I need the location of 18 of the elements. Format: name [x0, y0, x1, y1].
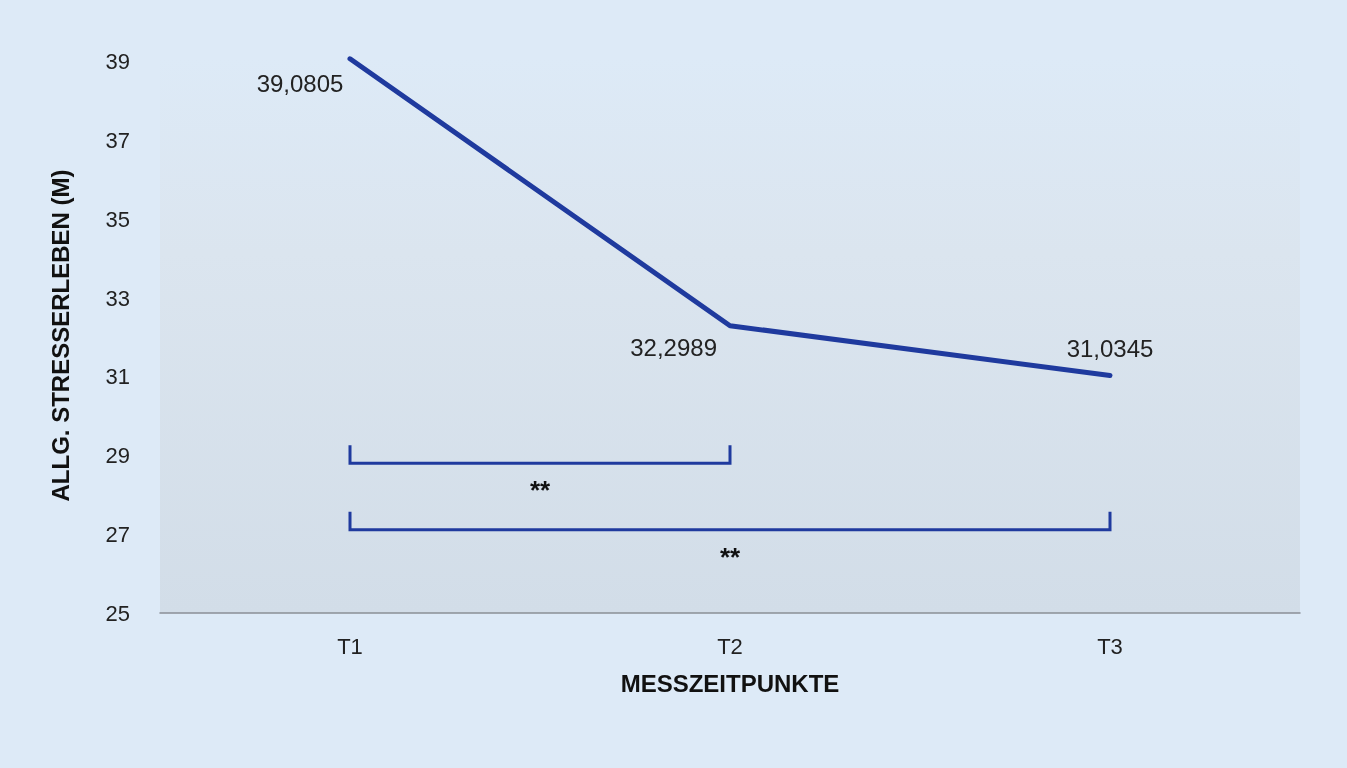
y-tick-label: 31 [105, 364, 130, 390]
y-tick-label: 25 [105, 600, 130, 626]
y-tick-label: 33 [105, 285, 130, 311]
y-tick-label: 27 [105, 521, 130, 547]
x-axis-title: MESSZEITPUNKTE [620, 669, 840, 697]
y-tick-label: 39 [105, 49, 130, 75]
annotation: ** [719, 541, 741, 573]
data-label: 32,2989 [630, 334, 717, 362]
x-tick-label: T2 [717, 633, 743, 659]
y-tick-label: 37 [105, 128, 130, 154]
y-tick-label: 29 [105, 443, 130, 469]
data-label: 39,0805 [256, 70, 344, 98]
annotation: ** [529, 475, 551, 507]
y-tick-label: 35 [105, 206, 130, 232]
y-axis-title: ALLG. STRESSERLEBEN (M) [46, 169, 74, 502]
x-tick-label: T3 [1097, 633, 1123, 659]
x-tick-label: T1 [337, 633, 363, 659]
data-label: 31,0345 [1066, 334, 1154, 362]
